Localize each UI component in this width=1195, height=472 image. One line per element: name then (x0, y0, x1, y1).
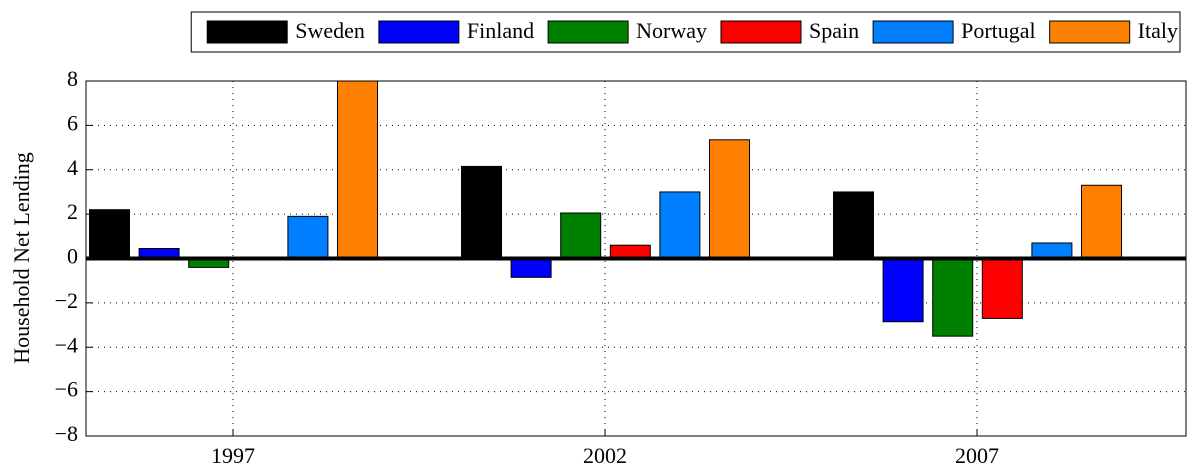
bar (981, 258, 1023, 319)
legend-box (190, 11, 1181, 53)
y-tick-label: 8 (67, 66, 78, 91)
x-tick-label: 2002 (583, 443, 627, 468)
legend-label: Portugal (961, 18, 1036, 43)
plot-frame (85, 80, 1187, 437)
legend-swatch (547, 20, 629, 44)
bar (882, 258, 924, 323)
y-tick-label: 2 (67, 199, 78, 224)
y-tick-label: 4 (67, 155, 78, 180)
bar (1031, 242, 1073, 259)
bar (510, 258, 552, 278)
y-tick-label: −2 (55, 288, 78, 313)
bar (1081, 184, 1122, 259)
y-tick-label: −4 (55, 332, 78, 357)
legend-swatch (872, 20, 954, 44)
legend-label: Sweden (295, 18, 365, 43)
bar (461, 165, 502, 259)
y-tick-label: −6 (55, 377, 78, 402)
y-tick-label: 6 (67, 110, 78, 135)
x-tick-label: 2007 (955, 443, 999, 468)
legend-swatch (1049, 20, 1131, 44)
legend-swatch (720, 20, 802, 44)
legend-label: Italy (1138, 18, 1178, 43)
y-axis-label: Household Net Lending (9, 152, 34, 363)
bar (337, 80, 378, 259)
x-tick-label: 1997 (211, 443, 255, 468)
legend-label: Spain (809, 18, 859, 43)
bar (833, 191, 874, 259)
legend-label: Norway (636, 18, 707, 43)
bar (560, 212, 602, 259)
bar (709, 139, 750, 259)
y-tick-label: −8 (55, 421, 78, 446)
bar (932, 258, 974, 337)
bar (287, 215, 329, 259)
bar (659, 191, 701, 259)
bar (89, 209, 130, 259)
legend-label: Finland (467, 18, 534, 43)
legend-swatch (206, 20, 288, 44)
legend-swatch (378, 20, 460, 44)
y-tick-label: 0 (67, 244, 78, 269)
legend: Sweden Finland Norway Spain Portugal Italy (190, 11, 1181, 53)
